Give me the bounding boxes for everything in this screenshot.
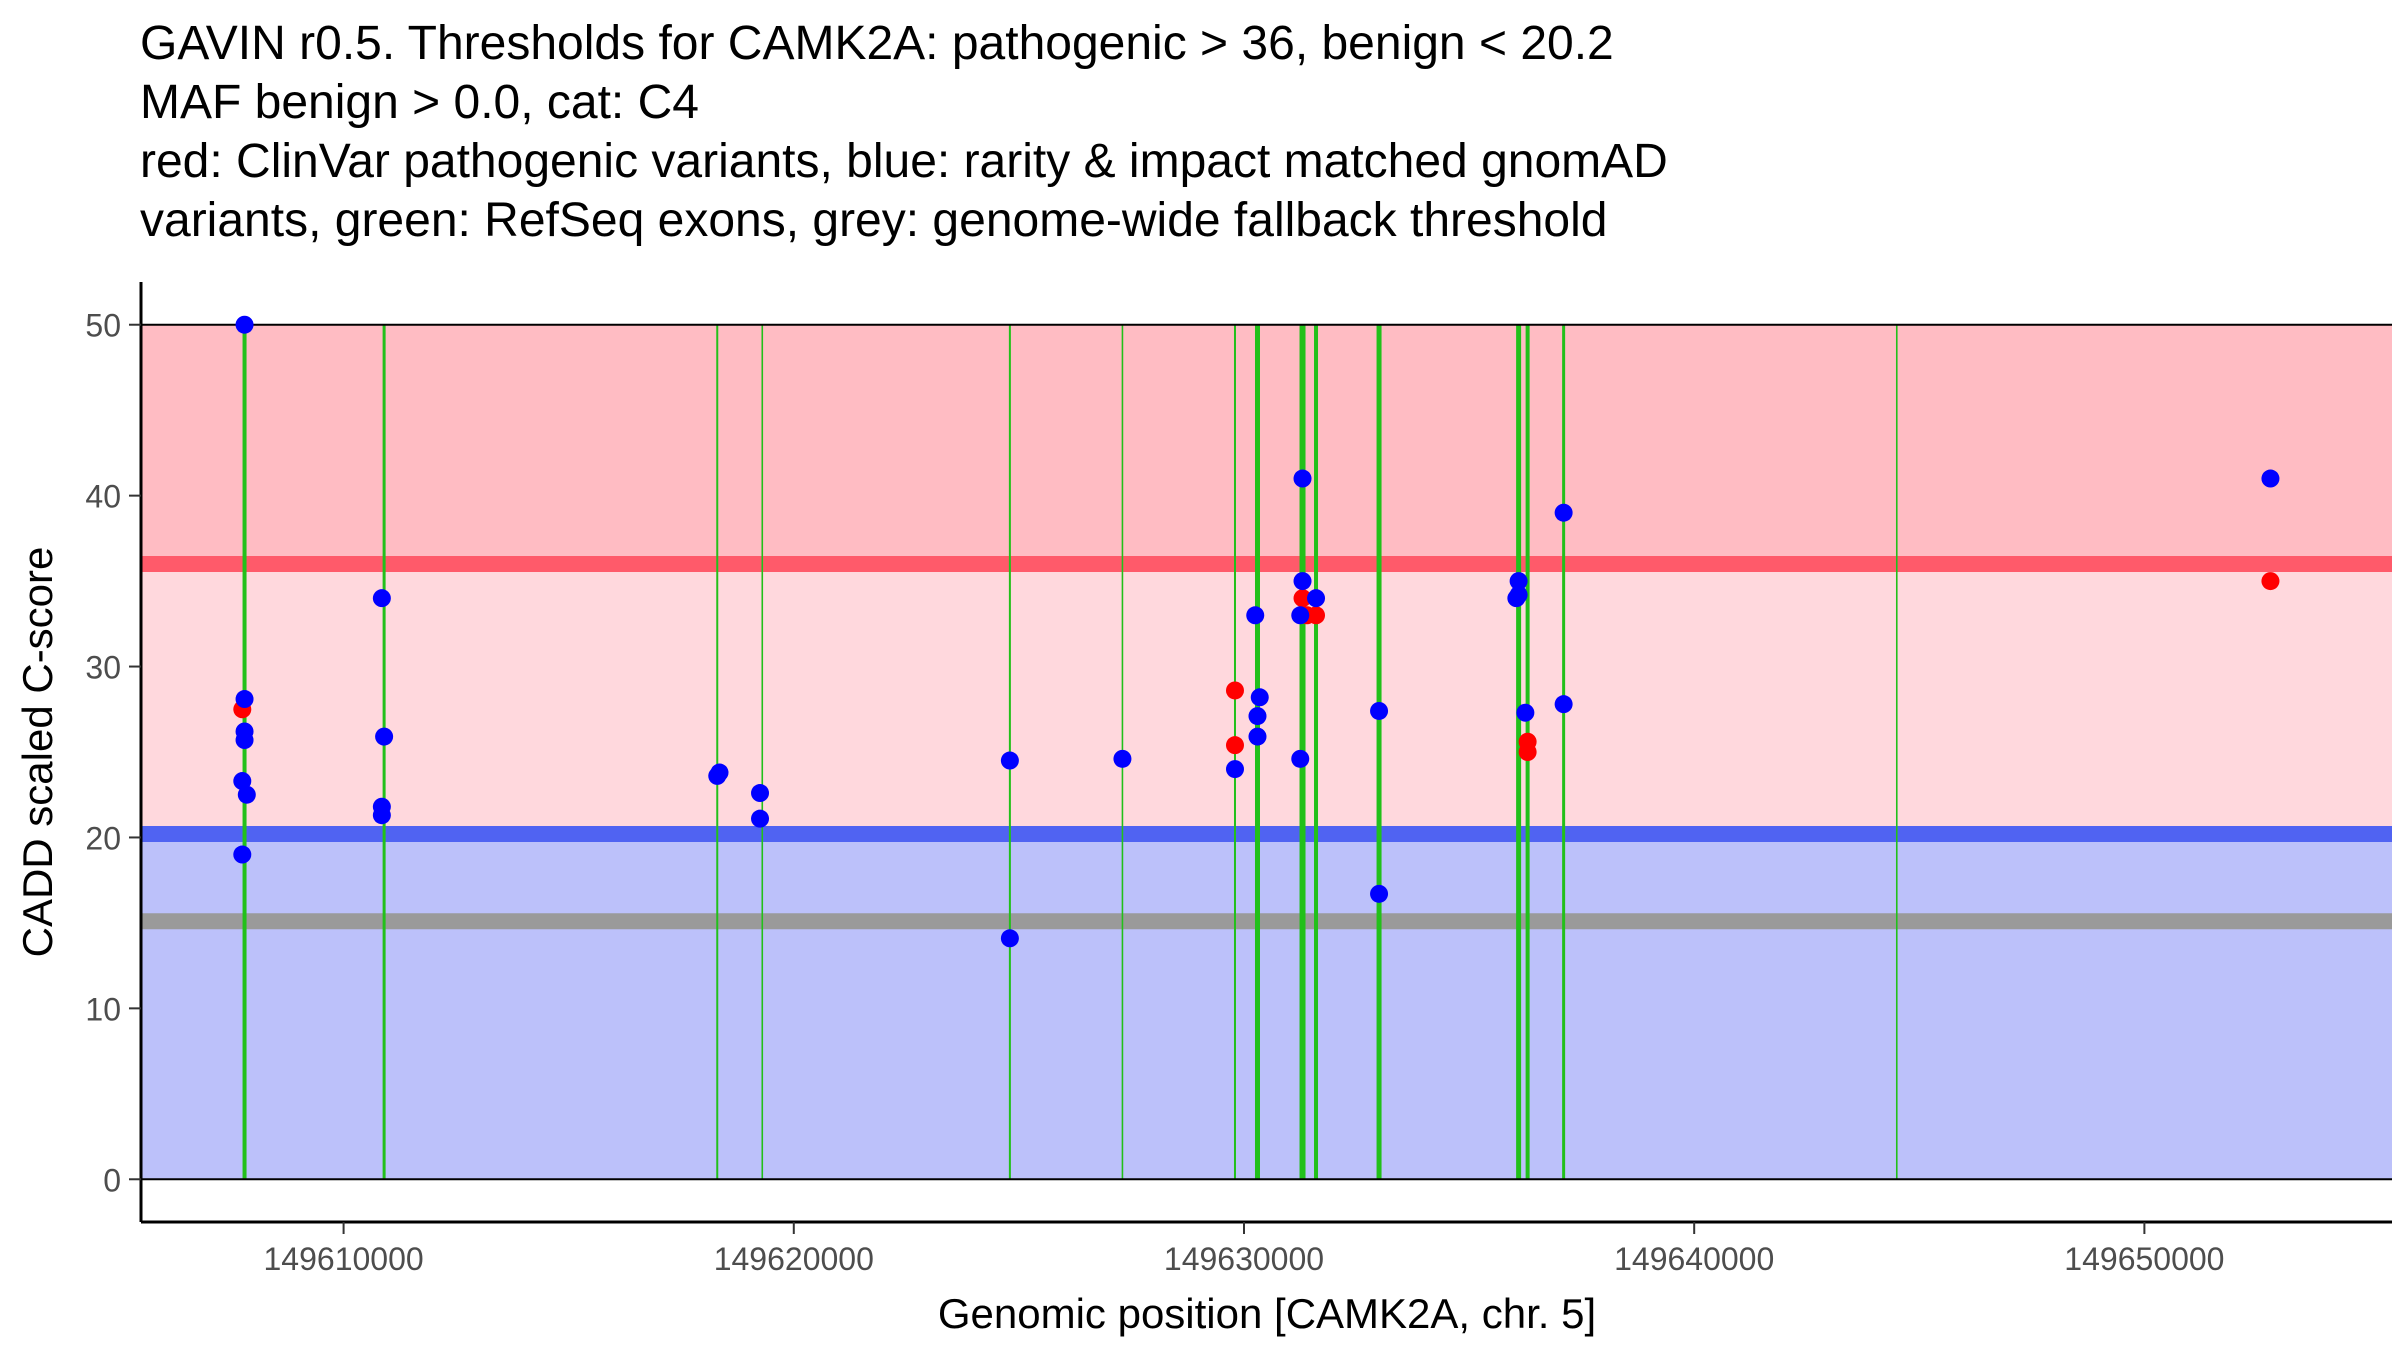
threshold-lines xyxy=(141,556,2392,930)
clinvar-point xyxy=(1307,606,1326,625)
gnomad-point xyxy=(1554,503,1573,522)
title-line-3: red: ClinVar pathogenic variants, blue: … xyxy=(140,135,1668,188)
gnomad-point xyxy=(1370,701,1389,720)
y-tick-label: 30 xyxy=(85,650,121,686)
gnomad-point xyxy=(1000,751,1019,770)
gnomad-point xyxy=(235,315,254,334)
pathogenic-zone xyxy=(141,324,2392,564)
gnomad-point xyxy=(1000,929,1019,948)
y-tick-label: 0 xyxy=(103,1162,121,1198)
gnomad-point xyxy=(235,731,254,750)
gnomad-point xyxy=(1293,469,1312,488)
threshold-regions xyxy=(141,324,2392,1180)
y-tick-label: 40 xyxy=(85,479,121,515)
gnomad-point xyxy=(1370,884,1389,903)
x-tick-label: 149630000 xyxy=(1164,1241,1324,1277)
gnomad-point xyxy=(1246,606,1265,625)
gnomad-point xyxy=(1291,606,1310,625)
x-tick-label: 149650000 xyxy=(2064,1241,2224,1277)
x-axis-label: Genomic position [CAMK2A, chr. 5] xyxy=(938,1290,1596,1337)
y-tick-label: 10 xyxy=(85,991,121,1027)
title-line-4: variants, green: RefSeq exons, grey: gen… xyxy=(140,194,1608,247)
gnomad-point xyxy=(1291,749,1310,768)
gnomad-point xyxy=(237,785,256,804)
gnomad-point xyxy=(233,772,252,791)
clinvar-point xyxy=(1518,743,1537,761)
y-axis-label: CADD scaled C-score xyxy=(14,547,61,958)
gnomad-point xyxy=(751,809,770,828)
gnomad-point xyxy=(1250,688,1269,707)
y-tick-label: 20 xyxy=(85,820,121,856)
chart-title: GAVIN r0.5. Thresholds for CAMK2A: patho… xyxy=(140,14,2340,250)
gnomad-point xyxy=(1516,703,1535,722)
x-tick-label: 149640000 xyxy=(1614,1241,1774,1277)
gnomad-point xyxy=(1509,572,1528,591)
x-tick-label: 149610000 xyxy=(264,1241,424,1277)
gnomad-point xyxy=(372,806,391,825)
gnomad-point xyxy=(233,845,252,864)
gnomad-point xyxy=(1225,760,1244,779)
clinvar-point xyxy=(2261,572,2280,591)
variant-points xyxy=(233,315,2280,948)
y-tick-label: 50 xyxy=(85,308,121,344)
gnomad-point xyxy=(1307,589,1326,608)
gnomad-point xyxy=(1507,589,1526,608)
gnomad-point xyxy=(1554,695,1573,714)
gnomad-point xyxy=(751,784,770,803)
gnomad-point xyxy=(1293,572,1312,591)
axes: 0 10 20 30 40 50 149610000 149620000 149630000 14… xyxy=(85,282,2392,1277)
gnomad-point xyxy=(372,589,391,608)
gnomad-point xyxy=(1113,749,1132,768)
gnomad-point xyxy=(375,727,394,746)
gnomad-point xyxy=(1248,727,1267,746)
gnomad-point xyxy=(1248,707,1267,726)
zone-frame xyxy=(141,323,2392,1181)
x-tick-label: 149620000 xyxy=(714,1241,874,1277)
gnomad-point xyxy=(710,763,729,782)
title-line-1: GAVIN r0.5. Thresholds for CAMK2A: patho… xyxy=(140,17,1614,70)
clinvar-point xyxy=(1225,681,1244,700)
clinvar-point xyxy=(1293,589,1312,608)
benign-zone xyxy=(141,834,2392,1180)
gnomad-point xyxy=(235,690,254,709)
gnomad-point xyxy=(2261,469,2280,488)
clinvar-point xyxy=(1225,736,1244,755)
title-line-2: MAF benign > 0.0, cat: C4 xyxy=(140,76,699,129)
